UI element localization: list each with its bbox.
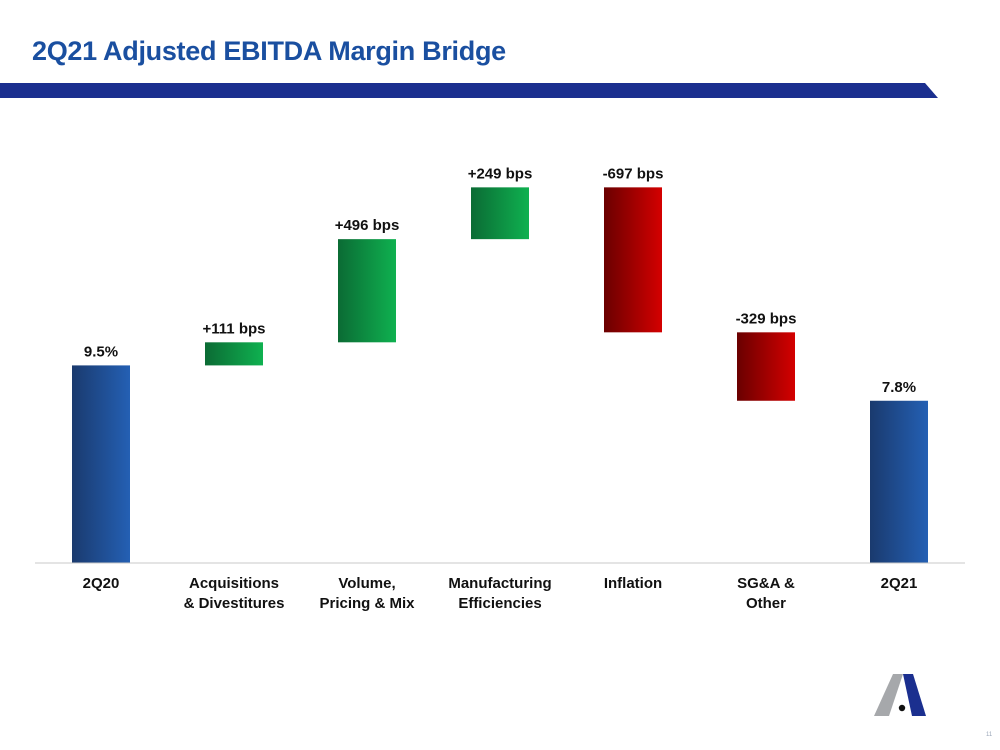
bar-1: [205, 342, 263, 366]
category-label-6-0: 2Q21: [881, 575, 918, 592]
category-label-0-0: 2Q20: [83, 575, 120, 592]
page-number: 11: [986, 732, 993, 738]
data-label-2: +496 bps: [335, 217, 400, 234]
data-label-3: +249 bps: [468, 165, 533, 182]
bar-6: [870, 400, 928, 563]
header-band: [0, 83, 938, 98]
category-label-2-1: Pricing & Mix: [319, 595, 415, 612]
category-label-4-0: Inflation: [604, 575, 662, 592]
bar-2: [338, 239, 396, 343]
data-label-1: +111 bps: [203, 320, 266, 337]
bar-5: [737, 332, 795, 401]
category-label-1-0: Acquisitions: [189, 575, 279, 592]
category-label-5-1: Other: [746, 595, 786, 612]
data-label-6: 7.8%: [882, 379, 916, 396]
page-title: 2Q21 Adjusted EBITDA Margin Bridge: [32, 36, 506, 66]
category-label-3-0: Manufacturing: [448, 575, 551, 592]
category-label-5-0: SG&A &: [737, 575, 795, 592]
category-label-3-1: Efficiencies: [458, 595, 541, 612]
category-label-1-1: & Divestitures: [184, 595, 285, 612]
bar-4: [604, 187, 662, 333]
bar-3: [471, 187, 529, 240]
data-label-5: -329 bps: [736, 310, 797, 327]
company-logo: [874, 674, 926, 716]
waterfall-chart: 9.5% +111 bps +496 bps +249 bps -697 bps -329…: [35, 165, 965, 612]
data-label-4: -697 bps: [603, 165, 664, 182]
bar-0: [72, 365, 130, 563]
data-label-0: 9.5%: [84, 343, 118, 360]
category-label-2-0: Volume,: [338, 575, 395, 592]
